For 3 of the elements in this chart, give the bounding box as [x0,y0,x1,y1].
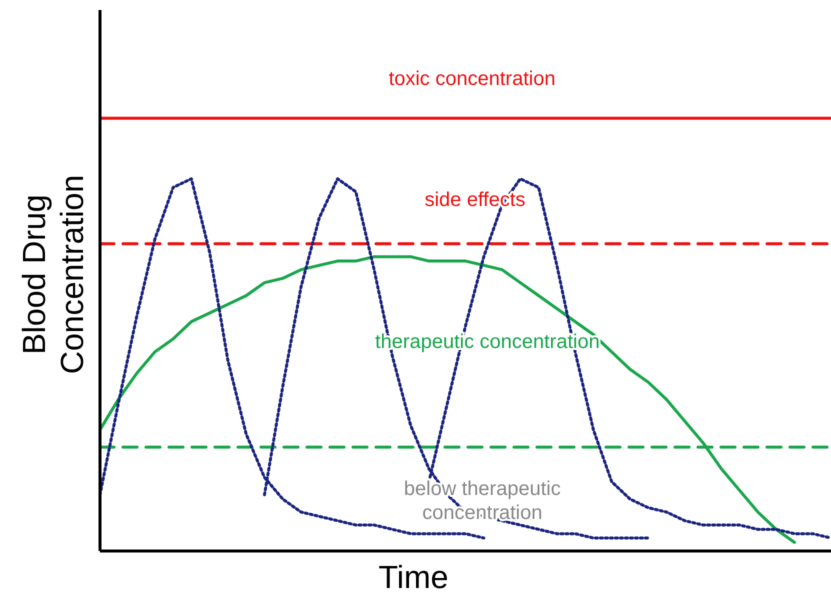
y-axis-title: Blood Drug Concentration [16,174,90,374]
text: toxic concentration [388,68,556,90]
x-axis-title: Time [378,559,448,594]
